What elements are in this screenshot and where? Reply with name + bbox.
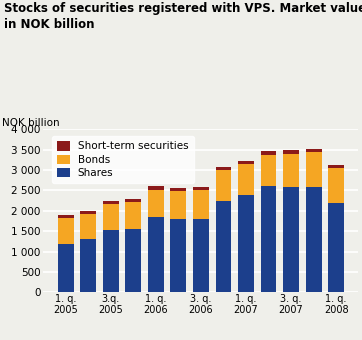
Bar (215, 201, 231, 292)
Bar (148, 190, 164, 217)
Bar (306, 149, 321, 152)
Text: Stocks of securities registered with VPS. Market values
in NOK billion: Stocks of securities registered with VPS… (4, 2, 362, 31)
Bar (125, 228, 141, 292)
Bar (58, 215, 73, 218)
Bar (193, 219, 209, 292)
Bar (261, 151, 277, 155)
Bar (80, 211, 96, 214)
Bar (171, 191, 186, 219)
Bar (306, 152, 321, 187)
Bar (238, 164, 254, 195)
Bar (103, 231, 119, 292)
Bar (103, 204, 119, 231)
Bar (148, 186, 164, 190)
Bar (193, 187, 209, 190)
Bar (171, 188, 186, 191)
Bar (261, 155, 277, 186)
Bar (328, 168, 344, 203)
Bar (306, 187, 321, 292)
Bar (283, 154, 299, 187)
Bar (215, 170, 231, 201)
Bar (148, 217, 164, 292)
Bar (215, 167, 231, 170)
Bar (283, 150, 299, 154)
Bar (238, 195, 254, 292)
Bar (238, 161, 254, 164)
Bar (328, 165, 344, 168)
Bar (328, 203, 344, 292)
Bar (283, 187, 299, 292)
Bar (193, 190, 209, 219)
Bar (58, 218, 73, 244)
Bar (261, 186, 277, 292)
Bar (58, 244, 73, 292)
Text: NOK billion: NOK billion (3, 118, 60, 128)
Bar (125, 199, 141, 202)
Bar (125, 202, 141, 228)
Bar (171, 219, 186, 292)
Bar (80, 239, 96, 292)
Legend: Short-term securities, Bonds, Shares: Short-term securities, Bonds, Shares (52, 136, 194, 183)
Bar (103, 201, 119, 204)
Bar (80, 214, 96, 239)
